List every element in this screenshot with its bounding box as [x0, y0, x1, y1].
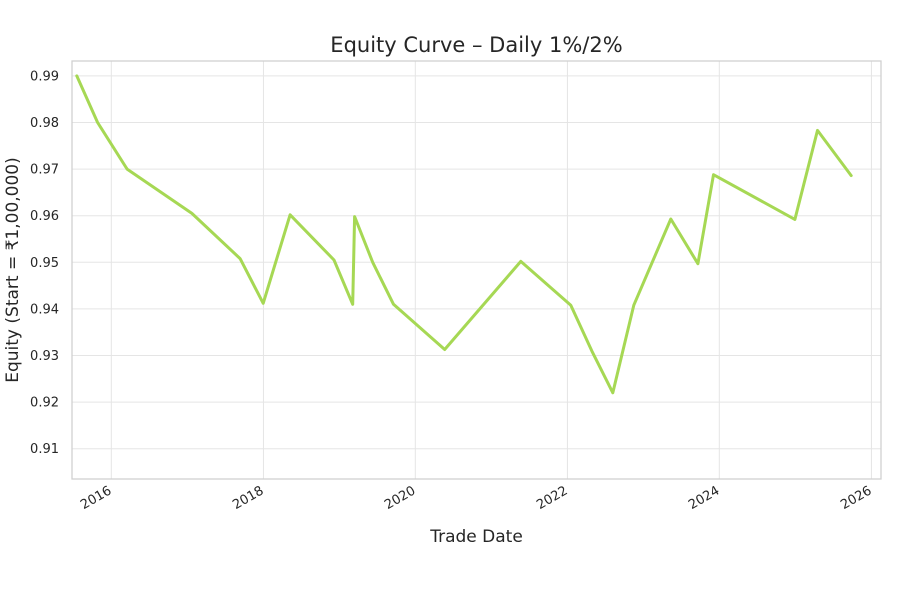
y-axis-title: Equity (Start = ₹1,00,000): [3, 157, 23, 383]
line-layer: [75, 74, 853, 395]
y-tick-label: 0.95: [30, 256, 59, 271]
x-tick-label: 2024: [686, 483, 722, 513]
y-tick-label: 0.99: [30, 69, 59, 84]
y-tick-label: 0.96: [30, 209, 59, 224]
y-tick-label: 0.94: [30, 302, 59, 317]
grid-layer: [72, 61, 881, 479]
chart-title: Equity Curve – Daily 1%/2%: [330, 33, 622, 57]
x-tick-label: 2020: [382, 483, 418, 513]
plot-frame: [71, 60, 882, 480]
y-tick-label: 0.97: [30, 163, 59, 178]
y-tick-label: 0.93: [30, 349, 59, 364]
x-tick-label: 2022: [534, 483, 570, 513]
x-axis-title: Trade Date: [429, 527, 523, 547]
x-tick-label: 2018: [230, 483, 266, 513]
y-tick-labels: 0.91 0.92 0.93 0.94 0.95 0.96 0.97 0.98 0.99: [30, 69, 59, 457]
y-tick-label: 0.98: [30, 116, 59, 131]
x-tick-label: 2026: [838, 483, 874, 513]
x-tick-label: 2016: [78, 483, 114, 513]
equity-line: [75, 74, 853, 395]
y-tick-label: 0.92: [30, 396, 59, 411]
y-tick-label: 0.91: [30, 442, 59, 457]
x-tick-labels: 2016 2018 2020 2022 2024 2026: [78, 483, 874, 513]
